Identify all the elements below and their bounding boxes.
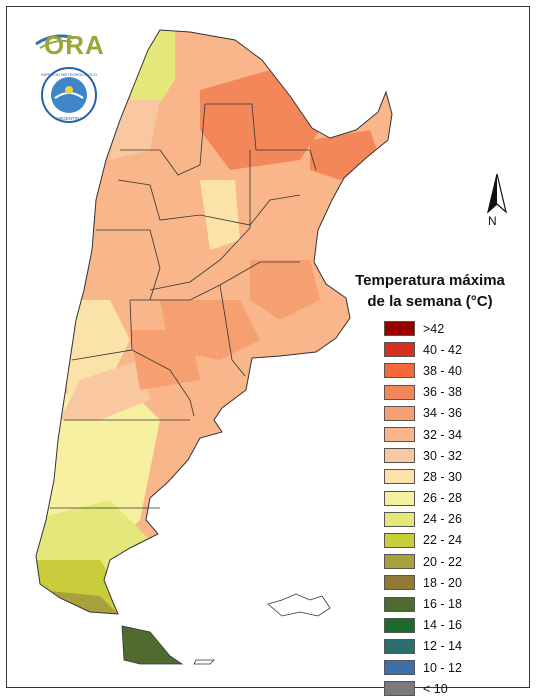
legend-swatch	[384, 681, 415, 697]
legend-item: 40 - 42	[384, 339, 462, 360]
legend-item: 24 - 26	[384, 509, 462, 530]
smn-seal-icon: SERVICIO METEOROLÓGICO ARGENTINA	[41, 67, 97, 123]
legend-label: 38 - 40	[423, 363, 462, 378]
legend-label: 40 - 42	[423, 342, 462, 357]
legend-label: 16 - 18	[423, 597, 462, 612]
legend-swatch	[384, 660, 415, 676]
legend-item: 34 - 36	[384, 403, 462, 424]
legend-item: 12 - 14	[384, 636, 462, 657]
legend-swatch	[384, 596, 415, 612]
legend-item: < 10	[384, 678, 462, 699]
legend-item: >42	[384, 318, 462, 339]
legend-swatch	[384, 490, 415, 506]
legend-label: 32 - 34	[423, 427, 462, 442]
legend-label: 28 - 30	[423, 469, 462, 484]
legend-item: 14 - 16	[384, 615, 462, 636]
north-arrow-icon	[486, 173, 508, 214]
svg-text:SERVICIO METEOROLÓGICO: SERVICIO METEOROLÓGICO	[41, 72, 97, 77]
legend-title-line1: Temperatura máxima	[355, 272, 505, 289]
legend-title: Temperatura máxima de la semana (°C)	[345, 270, 515, 312]
legend-item: 26 - 28	[384, 488, 462, 509]
legend-label: 14 - 16	[423, 618, 462, 633]
legend-item: 10 - 12	[384, 657, 462, 678]
legend-item: 28 - 30	[384, 466, 462, 487]
legend-swatch	[384, 384, 415, 400]
legend-swatch	[384, 638, 415, 654]
legend-swatch	[384, 554, 415, 570]
legend-item: 22 - 24	[384, 530, 462, 551]
legend-label: 36 - 38	[423, 385, 462, 400]
ora-logo	[35, 34, 75, 49]
legend-item: 36 - 38	[384, 382, 462, 403]
legend-item: 18 - 20	[384, 572, 462, 593]
legend-swatch	[384, 575, 415, 591]
legend-item: 38 - 40	[384, 360, 462, 381]
legend-item: 30 - 32	[384, 445, 462, 466]
legend-swatch	[384, 321, 415, 337]
legend-swatch	[384, 405, 415, 421]
legend-label: 26 - 28	[423, 491, 462, 506]
svg-text:ARGENTINA: ARGENTINA	[56, 116, 82, 121]
legend-item: 16 - 18	[384, 593, 462, 614]
north-label: N	[488, 214, 497, 228]
legend-label: 34 - 36	[423, 406, 462, 421]
legend-label: 22 - 24	[423, 533, 462, 548]
legend-title-line2: de la semana (°C)	[367, 293, 493, 310]
legend-swatch	[384, 469, 415, 485]
legend-swatch	[384, 363, 415, 379]
temperature-legend: >42 40 - 42 38 - 40 36 - 38 34 - 36 32 - 34 30…	[384, 318, 462, 699]
legend-label: 18 - 20	[423, 575, 462, 590]
legend-swatch	[384, 342, 415, 358]
legend-swatch	[384, 617, 415, 633]
legend-swatch	[384, 448, 415, 464]
legend-swatch	[384, 427, 415, 443]
legend-label: 24 - 26	[423, 512, 462, 527]
legend-swatch	[384, 532, 415, 548]
legend-label: 10 - 12	[423, 660, 462, 675]
ora-logo-text: ORA	[44, 30, 105, 60]
legend-swatch	[384, 511, 415, 527]
legend-label: 20 - 22	[423, 554, 462, 569]
legend-item: 20 - 22	[384, 551, 462, 572]
legend-label: < 10	[423, 681, 448, 696]
legend-label: 12 - 14	[423, 639, 462, 654]
legend-label: >42	[423, 321, 445, 336]
legend-item: 32 - 34	[384, 424, 462, 445]
legend-label: 30 - 32	[423, 448, 462, 463]
